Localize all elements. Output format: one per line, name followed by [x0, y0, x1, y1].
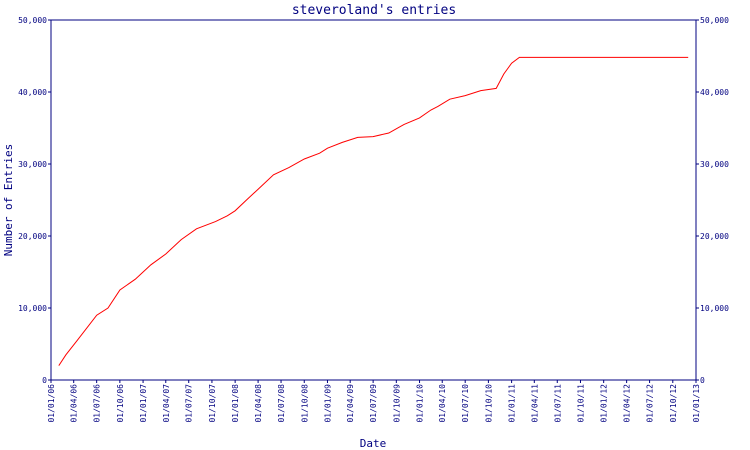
y-tick-label-left: 20,000 — [18, 232, 47, 241]
x-tick-label: 01/04/06 — [70, 384, 79, 423]
x-tick-label: 01/07/10 — [461, 384, 470, 423]
x-tick-label: 01/10/09 — [392, 384, 401, 423]
y-axis-left: 0 10,000 20,000 30,000 40,000 50,000 — [18, 16, 51, 385]
x-tick-label: 01/10/12 — [669, 384, 678, 423]
x-tick-label: 01/07/11 — [553, 384, 562, 423]
y-tick-label-right: 50,000 — [700, 16, 729, 25]
y-tick-label-right: 0 — [700, 376, 705, 385]
x-tick-label: 01/04/11 — [530, 384, 539, 423]
x-tick-label: 01/04/07 — [162, 384, 171, 423]
y-tick-label-left: 30,000 — [18, 160, 47, 169]
x-tick-label: 01/04/09 — [346, 384, 355, 423]
y-tick-label-left: 50,000 — [18, 16, 47, 25]
y-tick-label-left: 10,000 — [18, 304, 47, 313]
x-tick-label: 01/07/12 — [646, 384, 655, 423]
x-tick-label: 01/01/11 — [508, 384, 517, 423]
y-tick-label-right: 30,000 — [700, 160, 729, 169]
x-tick-label: 01/07/06 — [93, 384, 102, 423]
x-tick-label: 01/04/10 — [438, 384, 447, 423]
x-tick-label: 01/07/09 — [369, 384, 378, 423]
y-tick-label-left: 0 — [42, 376, 47, 385]
y-tick-label-right: 40,000 — [700, 88, 729, 97]
x-tick-label: 01/10/08 — [300, 384, 309, 423]
x-tick-label: 01/04/12 — [623, 384, 632, 423]
y-axis-label: Number of Entries — [2, 144, 15, 257]
series-layer — [58, 56, 689, 366]
x-tick-label: 01/07/08 — [277, 384, 286, 423]
y-axis-right: 0 10,000 20,000 30,000 40,000 50,000 — [696, 16, 729, 385]
x-axis: 01/01/06 01/04/06 01/07/06 01/10/06 01/01/07… — [47, 380, 701, 423]
x-tick-label: 01/01/10 — [416, 384, 425, 423]
x-tick-label: 01/10/10 — [484, 384, 493, 423]
x-tick-label: 01/10/06 — [116, 384, 125, 423]
plot-frame — [50, 19, 697, 381]
y-tick-label-left: 40,000 — [18, 88, 47, 97]
entries-series-line — [58, 56, 689, 366]
chart-title: steveroland's entries — [292, 3, 456, 18]
x-tick-label: 01/01/12 — [600, 384, 609, 423]
x-tick-label: 01/01/13 — [692, 384, 701, 423]
x-tick-label: 01/01/07 — [139, 384, 148, 423]
y-tick-label-right: 10,000 — [700, 304, 729, 313]
x-tick-label: 01/01/08 — [231, 384, 240, 423]
x-tick-label: 01/04/08 — [254, 384, 263, 423]
x-tick-label: 01/01/09 — [323, 384, 332, 423]
y-tick-label-right: 20,000 — [700, 232, 729, 241]
x-axis-label: Date — [360, 437, 387, 450]
x-tick-label: 01/10/11 — [576, 384, 585, 423]
x-tick-label: 01/07/07 — [185, 384, 194, 423]
x-tick-label: 01/01/06 — [47, 384, 56, 423]
x-tick-label: 01/10/07 — [208, 384, 217, 423]
